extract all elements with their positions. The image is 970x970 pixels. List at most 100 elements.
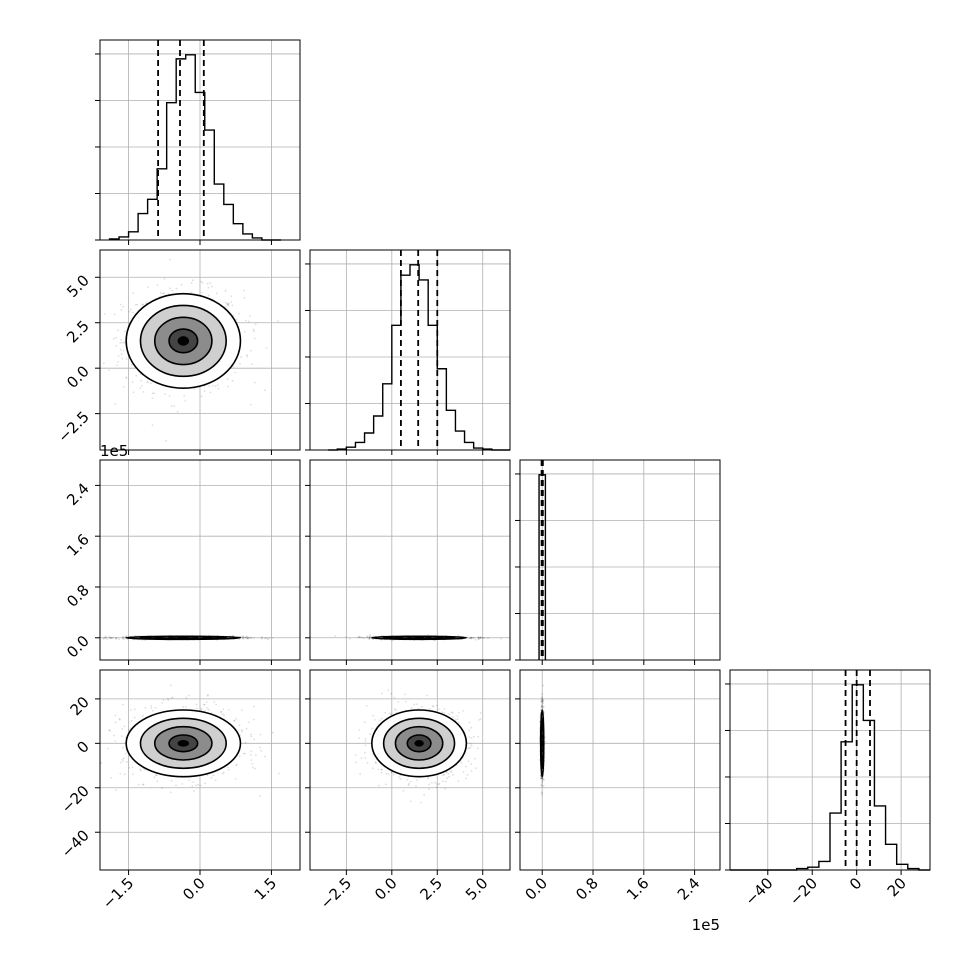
sample-point <box>442 780 444 783</box>
sample-point <box>479 712 482 714</box>
sample-point <box>540 791 543 794</box>
sample-point <box>227 304 230 307</box>
sample-point <box>239 362 241 365</box>
sample-point <box>142 303 145 306</box>
sample-point <box>265 637 267 639</box>
sample-point <box>447 773 450 775</box>
sample-point <box>249 637 252 639</box>
sample-point <box>477 638 480 640</box>
sample-point <box>457 634 460 637</box>
sample-point <box>151 397 154 399</box>
sample-point <box>446 777 448 780</box>
sample-point <box>364 738 367 740</box>
sample-point <box>435 783 438 785</box>
sample-point <box>219 711 222 713</box>
sample-point <box>369 733 372 736</box>
sample-point <box>132 773 135 776</box>
sample-point <box>216 384 219 386</box>
sample-point <box>110 777 112 779</box>
sample-point <box>264 755 266 758</box>
sample-point <box>108 369 110 372</box>
sample-point <box>168 395 171 397</box>
sample-point <box>221 713 224 715</box>
sample-point <box>200 707 203 710</box>
sample-point <box>479 637 482 640</box>
sample-point <box>366 636 369 639</box>
sample-point <box>114 714 117 717</box>
sample-point <box>125 377 128 379</box>
sample-point <box>122 637 125 640</box>
sample-point <box>142 783 145 786</box>
sample-point <box>120 308 123 311</box>
sample-point <box>369 635 372 638</box>
sample-point <box>266 637 269 640</box>
sample-point <box>226 302 229 305</box>
sample-point <box>254 767 256 770</box>
sample-point <box>345 636 347 638</box>
sample-point <box>541 778 544 781</box>
sample-point <box>271 731 274 734</box>
contour-p0-p2-3 <box>125 635 242 641</box>
sample-point <box>432 705 435 708</box>
sample-point <box>163 292 165 294</box>
sample-point <box>175 287 178 290</box>
sample-point <box>122 757 125 760</box>
sample-point <box>540 777 543 780</box>
sample-point <box>363 637 366 640</box>
sample-point <box>446 771 448 774</box>
sample-point <box>150 707 153 709</box>
sample-point <box>215 703 218 706</box>
sample-point <box>131 363 133 366</box>
sample-point <box>192 781 195 784</box>
sample-point <box>102 637 105 640</box>
sample-point <box>478 637 480 639</box>
sample-point <box>144 768 146 771</box>
sample-point <box>224 301 227 304</box>
contour-p0-p3-1 <box>153 725 213 761</box>
sample-point <box>450 711 453 714</box>
sample-point <box>121 637 124 640</box>
sample-point <box>115 637 118 640</box>
sample-point <box>121 760 124 763</box>
sample-point <box>110 637 113 639</box>
sample-point <box>431 782 433 784</box>
sample-point <box>160 292 162 294</box>
sample-point <box>475 767 477 769</box>
sample-point <box>155 774 158 777</box>
sample-point <box>354 754 357 756</box>
sample-point <box>473 735 475 738</box>
sample-point <box>277 320 279 323</box>
sample-point <box>141 783 144 786</box>
sample-point <box>469 637 472 640</box>
sample-point <box>232 365 235 368</box>
sample-point <box>245 635 248 638</box>
sample-point <box>392 773 395 776</box>
sample-point <box>122 349 125 352</box>
sample-point <box>472 637 475 639</box>
sample-point <box>541 777 544 780</box>
sample-point <box>242 636 245 639</box>
sample-point <box>169 791 172 794</box>
sample-point <box>390 692 393 695</box>
sample-point <box>119 718 121 721</box>
sample-point <box>121 341 123 344</box>
sample-point <box>360 636 363 639</box>
sample-point <box>184 400 187 402</box>
sample-point <box>233 720 236 722</box>
contour-p1-p3-3 <box>371 709 468 778</box>
contour-p0-p3-0 <box>168 734 199 753</box>
sample-point <box>124 330 126 333</box>
sample-point <box>241 637 244 639</box>
sample-point <box>470 636 473 639</box>
sample-point <box>217 387 220 390</box>
sample-point <box>169 258 172 261</box>
sample-point <box>242 635 245 638</box>
sample-point <box>260 749 263 752</box>
sample-point <box>214 779 217 781</box>
sample-point <box>433 781 436 784</box>
sample-point <box>250 637 253 639</box>
sample-point <box>541 696 543 699</box>
sample-point <box>126 761 128 763</box>
sample-point <box>267 638 270 641</box>
